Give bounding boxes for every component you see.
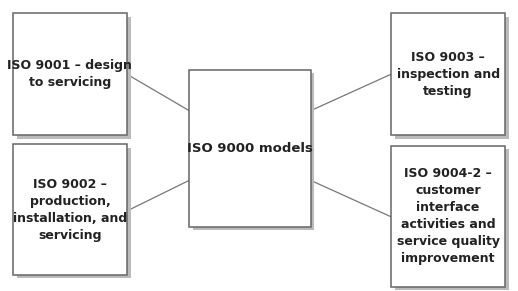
FancyBboxPatch shape <box>395 17 509 139</box>
FancyBboxPatch shape <box>17 148 131 278</box>
FancyBboxPatch shape <box>189 70 311 227</box>
FancyBboxPatch shape <box>391 13 505 135</box>
Text: ISO 9001 – design
to servicing: ISO 9001 – design to servicing <box>7 59 133 89</box>
FancyBboxPatch shape <box>13 144 127 275</box>
Text: ISO 9002 –
production,
installation, and
servicing: ISO 9002 – production, installation, and… <box>13 178 127 242</box>
FancyBboxPatch shape <box>193 73 314 230</box>
Text: ISO 9003 –
inspection and
testing: ISO 9003 – inspection and testing <box>396 51 500 98</box>
Text: ISO 9004-2 –
customer
interface
activities and
service quality
improvement: ISO 9004-2 – customer interface activiti… <box>397 167 499 265</box>
FancyBboxPatch shape <box>17 17 131 139</box>
FancyBboxPatch shape <box>391 146 505 287</box>
Text: ISO 9000 models: ISO 9000 models <box>187 142 313 155</box>
FancyBboxPatch shape <box>395 149 509 290</box>
FancyBboxPatch shape <box>13 13 127 135</box>
